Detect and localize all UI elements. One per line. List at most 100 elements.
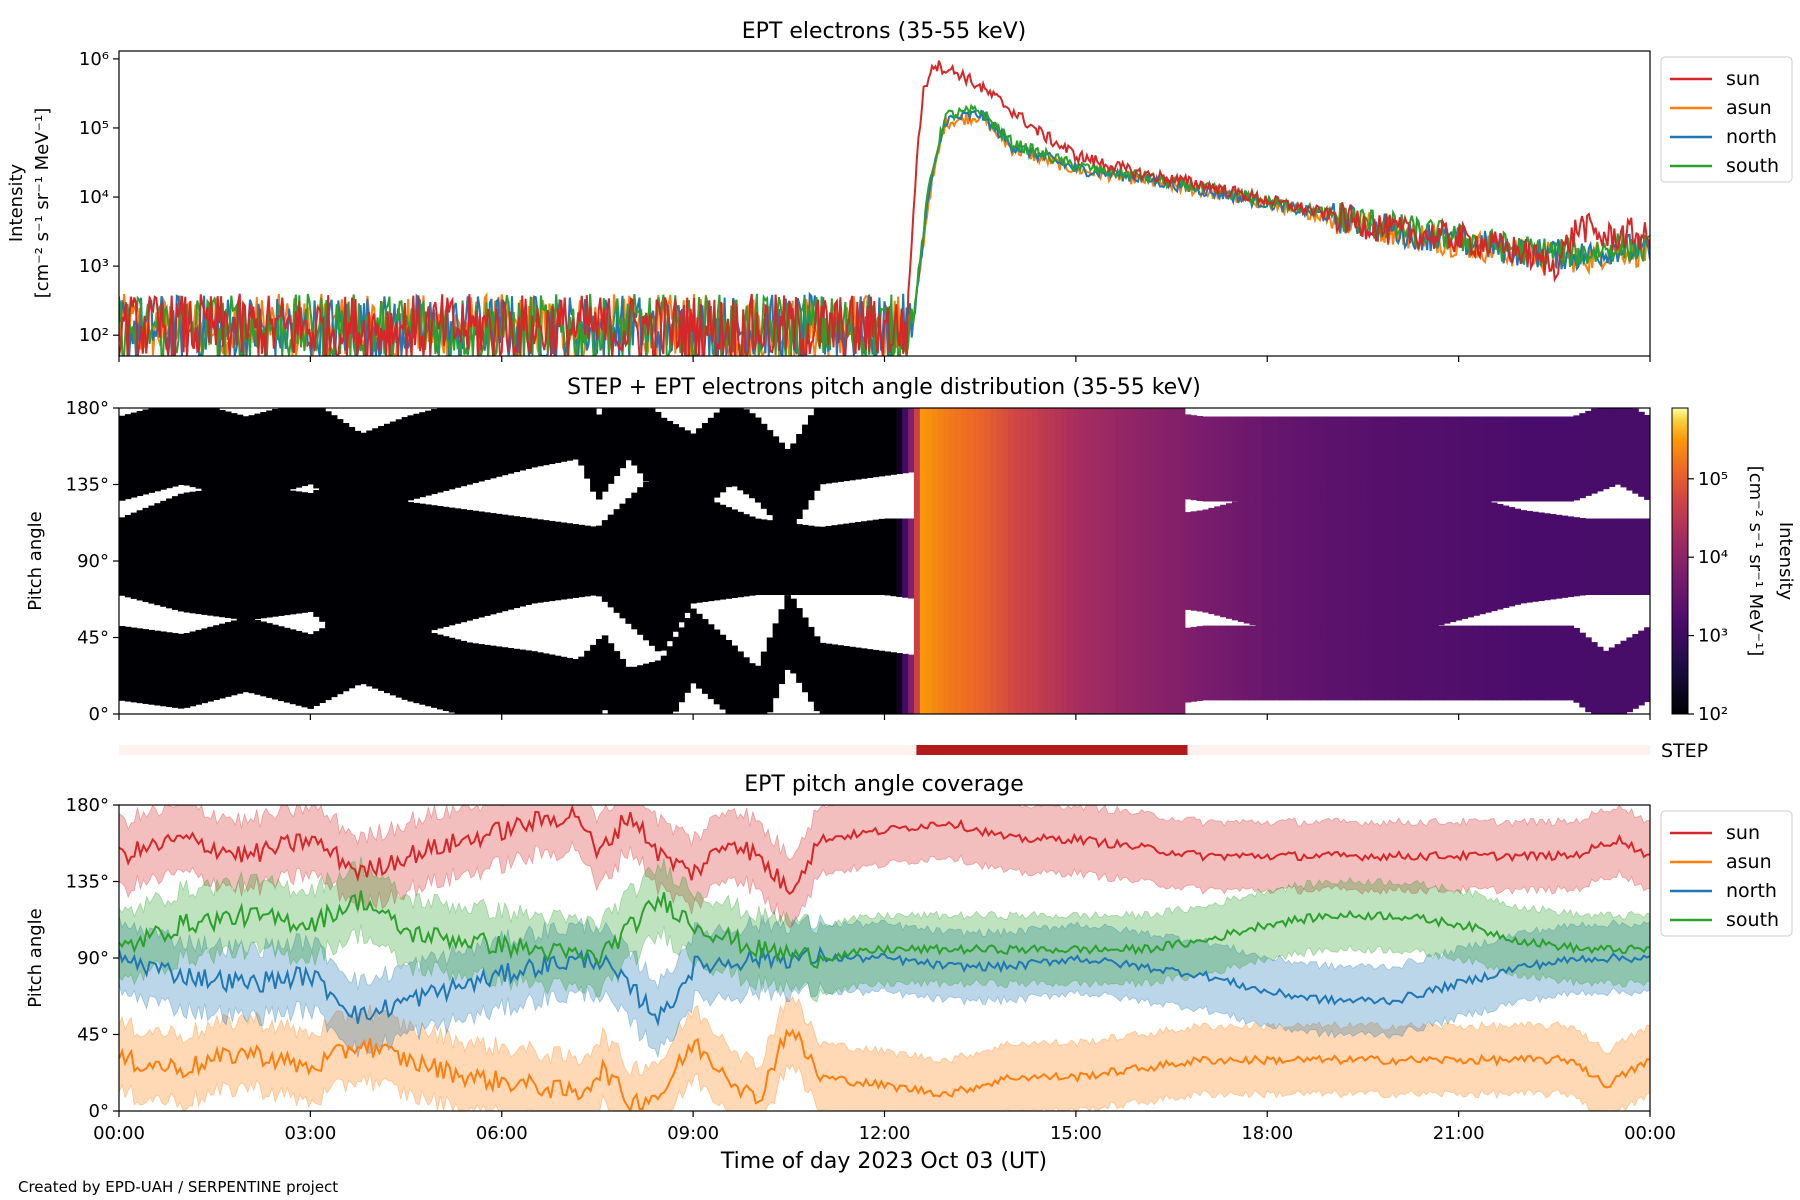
heatmap-cell <box>1514 416 1522 502</box>
heatmap-cell <box>707 417 715 503</box>
heatmap-cell <box>254 413 261 499</box>
y-tick-label: 10⁶ <box>79 49 109 70</box>
heatmap-cell <box>631 666 638 714</box>
heatmap-cell <box>466 642 473 714</box>
heatmap-cell <box>201 490 208 615</box>
heatmap-cell <box>166 408 173 489</box>
heatmap-cell <box>684 488 691 613</box>
heatmap-cell <box>902 653 909 714</box>
heatmap-cell <box>890 408 897 475</box>
heatmap-cell <box>860 521 868 595</box>
heatmap-cell <box>1538 625 1545 701</box>
heatmap-cell <box>949 408 956 714</box>
heatmap-cell <box>548 654 556 714</box>
heatmap-cell <box>172 633 179 708</box>
heatmap-cell <box>489 408 497 479</box>
heatmap-cell <box>1043 408 1050 714</box>
heatmap-cell <box>219 487 226 618</box>
heatmap-cell <box>537 408 544 467</box>
heatmap-cell <box>224 622 232 697</box>
heatmap-cell <box>590 408 597 492</box>
heatmap-cell <box>277 489 285 616</box>
panel3-x-ticks: 00:00 03:00 06:00 09:00 12:00 15:00 18:00 21:00… <box>93 1111 1676 1144</box>
heatmap-cell <box>1367 625 1374 701</box>
heatmap-cell <box>219 623 226 699</box>
heatmap-cell <box>436 634 444 710</box>
heatmap-cell <box>1049 408 1056 714</box>
heatmap-cell <box>872 408 880 478</box>
heatmap-cell <box>807 415 815 501</box>
heatmap-cell <box>1314 486 1321 636</box>
heatmap-cell <box>719 634 727 710</box>
heatmap-cell <box>166 498 173 609</box>
heatmap-cell <box>236 414 244 500</box>
heatmap-cell <box>996 408 1003 714</box>
heatmap-cell <box>166 632 173 708</box>
heatmap-cell <box>425 631 432 707</box>
heatmap-cell <box>696 428 703 514</box>
legend-label-north: north <box>1726 880 1777 902</box>
heatmap-cell <box>578 408 585 466</box>
series-line-sun <box>119 60 1650 356</box>
heatmap-cell <box>160 408 167 490</box>
heatmap-cell <box>1108 408 1115 714</box>
heatmap-cell <box>319 487 326 622</box>
series-line-north <box>119 945 1650 1027</box>
heatmap-cell <box>1561 416 1569 502</box>
heatmap-cell <box>890 518 897 597</box>
heatmap-cell <box>495 646 503 714</box>
heatmap-cell <box>554 655 562 714</box>
heatmap-cell <box>342 423 350 509</box>
panel1-plot-area <box>119 60 1650 356</box>
heatmap-cell <box>1326 484 1333 638</box>
heatmap-cell <box>1632 408 1639 494</box>
heatmap-cell <box>224 411 232 497</box>
heatmap-cell <box>1443 416 1451 502</box>
heatmap-cell <box>1290 416 1298 502</box>
heatmap-cell <box>1461 494 1469 619</box>
heatmap-cell <box>336 619 344 695</box>
heatmap-cell <box>242 416 250 502</box>
heatmap-cell <box>1231 501 1239 621</box>
heatmap-cell <box>1302 487 1310 635</box>
heatmap-cell <box>366 473 373 652</box>
heatmap-cell <box>1520 510 1527 604</box>
heatmap-cell <box>1273 416 1280 502</box>
heatmap-cell <box>183 633 191 708</box>
heatmap-cell <box>590 526 597 596</box>
heatmap-cell <box>177 633 185 709</box>
heatmap-cell <box>484 644 491 714</box>
heatmap-cell <box>130 627 138 703</box>
heatmap-cell <box>1473 497 1480 616</box>
heatmap-cell <box>743 657 750 714</box>
heatmap-cell <box>696 495 703 603</box>
heatmap-cell <box>266 623 273 698</box>
heatmap-cell <box>1555 514 1563 599</box>
heatmap-cell <box>701 497 709 602</box>
heatmap-cell <box>643 481 650 641</box>
heatmap-cell <box>1491 625 1498 701</box>
heatmap-cell <box>1226 416 1233 502</box>
heatmap-cell <box>436 506 444 629</box>
heatmap-cell <box>978 408 986 714</box>
heatmap-cell <box>342 616 350 692</box>
heatmap-cell <box>690 493 697 604</box>
heatmap-cell <box>849 522 856 595</box>
heatmap-cell <box>566 657 574 714</box>
heatmap-cell <box>507 408 515 474</box>
heatmap-cell <box>378 426 385 512</box>
heatmap-cell <box>648 476 656 646</box>
heatmap-cell <box>460 408 468 487</box>
heatmap-cell <box>183 408 191 486</box>
legend-label-south: south <box>1726 155 1779 177</box>
heatmap-cell <box>448 507 456 626</box>
heatmap-cell <box>778 521 785 595</box>
heatmap-cell <box>1638 518 1645 595</box>
heatmap-cell <box>754 665 762 714</box>
heatmap-cell <box>419 503 426 634</box>
heatmap-cell <box>531 408 538 468</box>
heatmap-cell <box>1402 625 1410 701</box>
heatmap-cell <box>860 648 868 714</box>
heatmap-cell <box>1067 408 1074 714</box>
heatmap-cell <box>1591 408 1598 494</box>
